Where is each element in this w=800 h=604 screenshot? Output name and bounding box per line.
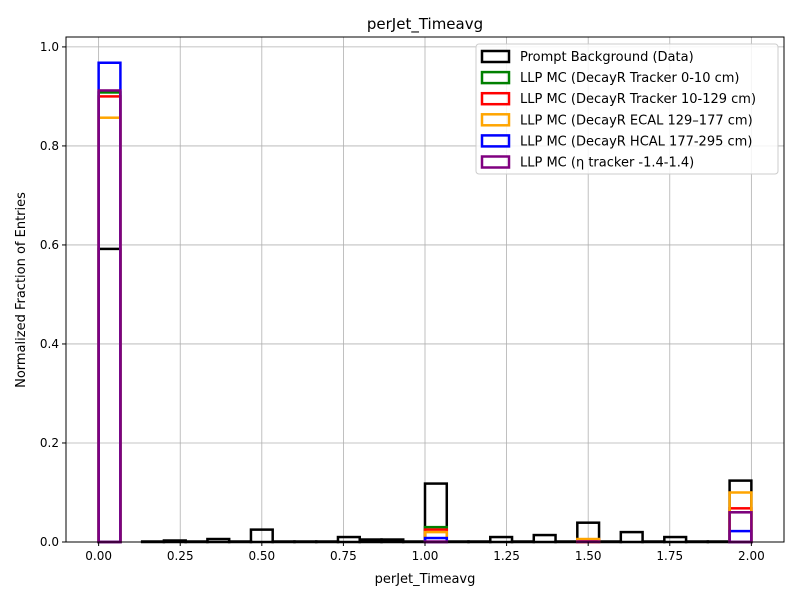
x-tick-label: 0.75 (330, 549, 357, 563)
legend: Prompt Background (Data) LLP MC (DecayR T… (476, 44, 778, 174)
x-tick-label: 0.50 (248, 549, 275, 563)
x-tick-label: 0.25 (167, 549, 194, 563)
x-tick-label: 2.00 (738, 549, 765, 563)
legend-label: LLP MC (DecayR Tracker 0-10 cm) (520, 71, 739, 86)
legend-label: LLP MC (DecayR Tracker 10-129 cm) (520, 92, 756, 107)
y-tick-label: 0.4 (40, 337, 59, 351)
legend-label: LLP MC (η tracker -1.4-1.4) (520, 156, 694, 171)
legend-label: LLP MC (DecayR ECAL 129–177 cm) (520, 113, 753, 128)
legend-label: Prompt Background (Data) (520, 50, 694, 65)
x-tick-label: 1.00 (412, 549, 439, 563)
y-tick-label: 1.0 (40, 40, 59, 54)
y-tick-label: 0.0 (40, 535, 59, 549)
x-tick-label: 1.50 (575, 549, 602, 563)
y-tick-label: 0.2 (40, 436, 59, 450)
x-tick-label: 1.25 (493, 549, 520, 563)
y-tick-label: 0.6 (40, 238, 59, 252)
y-axis-label: Normalized Fraction of Entries (14, 192, 29, 388)
chart-title: perJet_Timeavg (367, 15, 483, 34)
legend-label: LLP MC (DecayR HCAL 177-295 cm) (520, 134, 752, 149)
x-axis-label: perJet_Timeavg (375, 572, 476, 587)
x-tick-label: 0.00 (85, 549, 112, 563)
x-tick-label: 1.75 (656, 549, 683, 563)
y-tick-label: 0.8 (40, 139, 59, 153)
